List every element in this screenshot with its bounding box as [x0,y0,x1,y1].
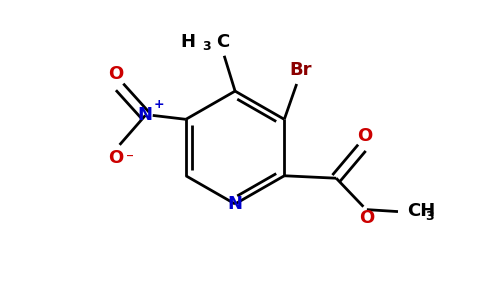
Text: O: O [357,127,373,145]
Text: 3: 3 [202,40,211,53]
Text: CH: CH [407,202,435,220]
Text: O: O [108,148,123,166]
Text: Br: Br [289,61,312,79]
Text: O: O [108,65,123,83]
Text: +: + [154,98,165,111]
Text: O: O [359,209,375,227]
Text: ⁻: ⁻ [126,152,135,167]
Text: N: N [138,106,153,124]
Text: N: N [227,195,242,213]
Text: C: C [216,33,229,51]
Text: 3: 3 [425,209,434,223]
Text: H: H [181,33,196,51]
